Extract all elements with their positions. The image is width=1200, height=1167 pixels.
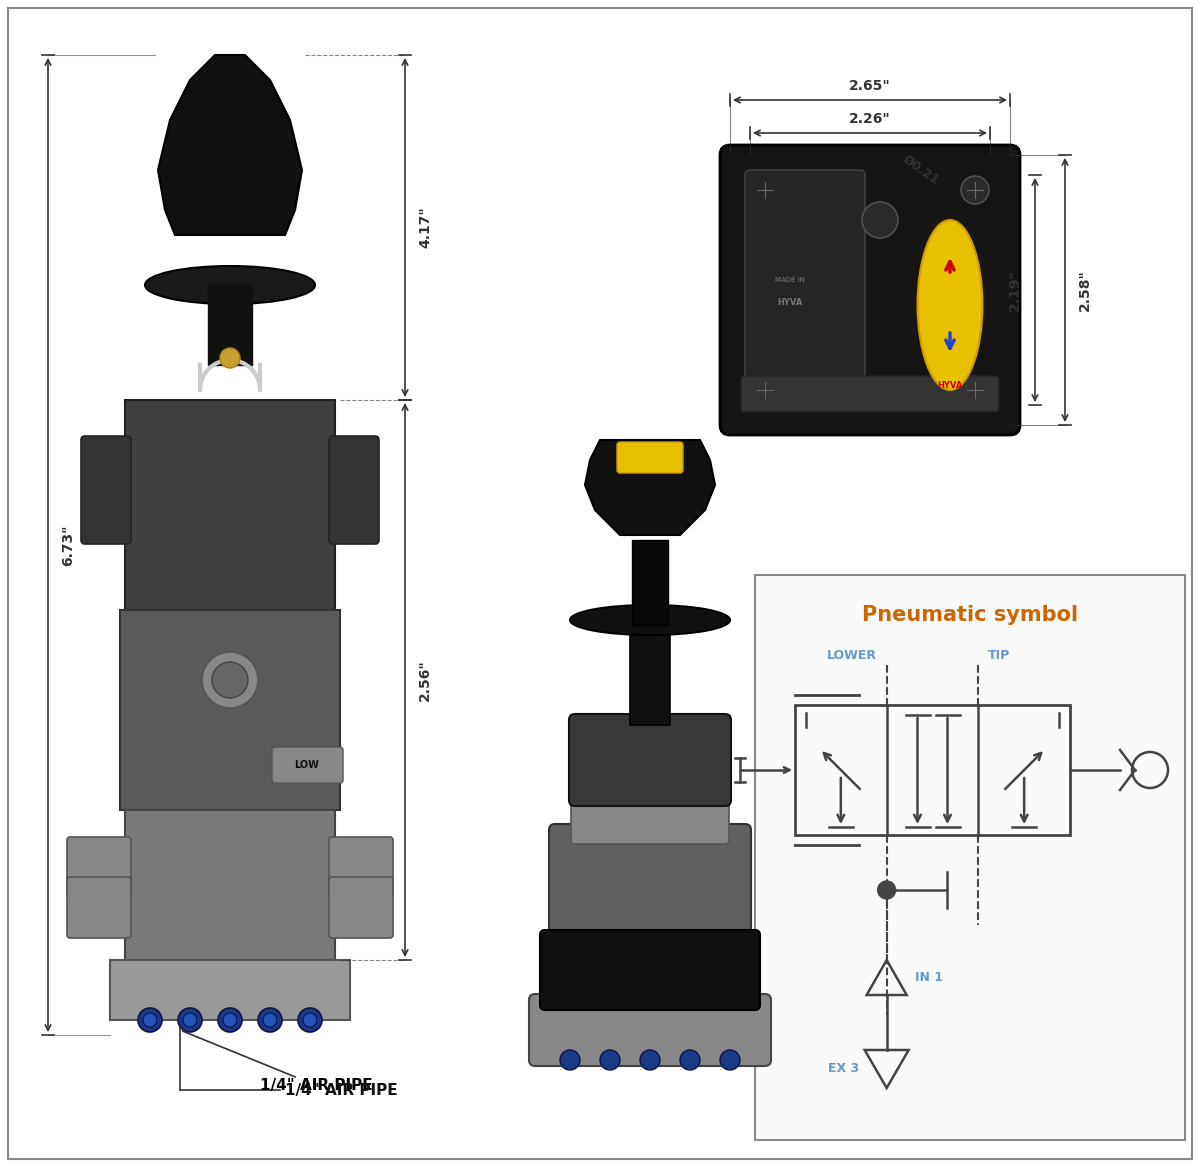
Ellipse shape xyxy=(570,605,730,635)
Circle shape xyxy=(560,1050,580,1070)
Circle shape xyxy=(600,1050,620,1070)
FancyBboxPatch shape xyxy=(630,630,670,725)
Circle shape xyxy=(298,1008,322,1032)
Polygon shape xyxy=(586,440,715,534)
Ellipse shape xyxy=(918,221,983,390)
FancyBboxPatch shape xyxy=(125,810,335,960)
FancyBboxPatch shape xyxy=(742,376,998,412)
Text: LOWER: LOWER xyxy=(827,649,877,662)
FancyBboxPatch shape xyxy=(208,285,252,365)
Circle shape xyxy=(751,376,779,404)
FancyBboxPatch shape xyxy=(550,824,751,946)
Text: 2.65": 2.65" xyxy=(850,79,890,93)
Text: 2.58": 2.58" xyxy=(1078,270,1092,310)
Circle shape xyxy=(720,1050,740,1070)
FancyBboxPatch shape xyxy=(272,747,343,783)
FancyBboxPatch shape xyxy=(720,145,1020,435)
FancyBboxPatch shape xyxy=(120,610,340,810)
Text: 2.26": 2.26" xyxy=(850,112,890,126)
Text: HYVA: HYVA xyxy=(778,298,803,307)
Text: LOW: LOW xyxy=(294,760,319,770)
Text: 1/4" AIR PIPE: 1/4" AIR PIPE xyxy=(286,1083,397,1097)
Text: Pneumatic symbol: Pneumatic symbol xyxy=(862,605,1078,626)
FancyBboxPatch shape xyxy=(67,876,131,938)
Circle shape xyxy=(202,652,258,708)
FancyBboxPatch shape xyxy=(125,400,335,610)
Text: IN 1: IN 1 xyxy=(914,971,943,984)
FancyBboxPatch shape xyxy=(540,930,760,1009)
FancyBboxPatch shape xyxy=(329,876,394,938)
Circle shape xyxy=(961,176,989,204)
Ellipse shape xyxy=(145,266,314,303)
Text: 6.73": 6.73" xyxy=(61,524,74,566)
Circle shape xyxy=(212,662,248,698)
Text: 2.19": 2.19" xyxy=(1008,270,1022,310)
Text: 2.56": 2.56" xyxy=(418,659,432,701)
FancyBboxPatch shape xyxy=(569,714,731,806)
Circle shape xyxy=(263,1013,277,1027)
FancyBboxPatch shape xyxy=(571,787,730,844)
Circle shape xyxy=(680,1050,700,1070)
Text: Ø0.21: Ø0.21 xyxy=(900,153,942,187)
Circle shape xyxy=(640,1050,660,1070)
Circle shape xyxy=(258,1008,282,1032)
FancyBboxPatch shape xyxy=(617,442,683,473)
FancyBboxPatch shape xyxy=(632,540,668,626)
Circle shape xyxy=(862,202,898,238)
Circle shape xyxy=(302,1013,317,1027)
FancyBboxPatch shape xyxy=(329,436,379,544)
FancyBboxPatch shape xyxy=(67,837,131,897)
Text: HYVA: HYVA xyxy=(937,380,962,390)
Text: 4.17": 4.17" xyxy=(418,207,432,249)
Circle shape xyxy=(218,1008,242,1032)
Circle shape xyxy=(138,1008,162,1032)
Text: EX 3: EX 3 xyxy=(828,1062,859,1076)
Polygon shape xyxy=(158,55,302,235)
Bar xyxy=(796,705,1070,836)
FancyBboxPatch shape xyxy=(529,994,772,1065)
FancyBboxPatch shape xyxy=(82,436,131,544)
Circle shape xyxy=(877,881,895,899)
Circle shape xyxy=(143,1013,157,1027)
Text: MADE IN: MADE IN xyxy=(775,277,805,284)
Circle shape xyxy=(751,176,779,204)
Bar xyxy=(755,575,1186,1140)
Text: TIP: TIP xyxy=(989,649,1010,662)
Circle shape xyxy=(961,376,989,404)
Circle shape xyxy=(182,1013,197,1027)
FancyBboxPatch shape xyxy=(329,837,394,897)
Circle shape xyxy=(223,1013,238,1027)
Text: 1/4" AIR PIPE: 1/4" AIR PIPE xyxy=(182,1032,373,1093)
FancyBboxPatch shape xyxy=(745,170,865,410)
Circle shape xyxy=(220,348,240,368)
FancyBboxPatch shape xyxy=(110,960,350,1020)
Circle shape xyxy=(178,1008,202,1032)
